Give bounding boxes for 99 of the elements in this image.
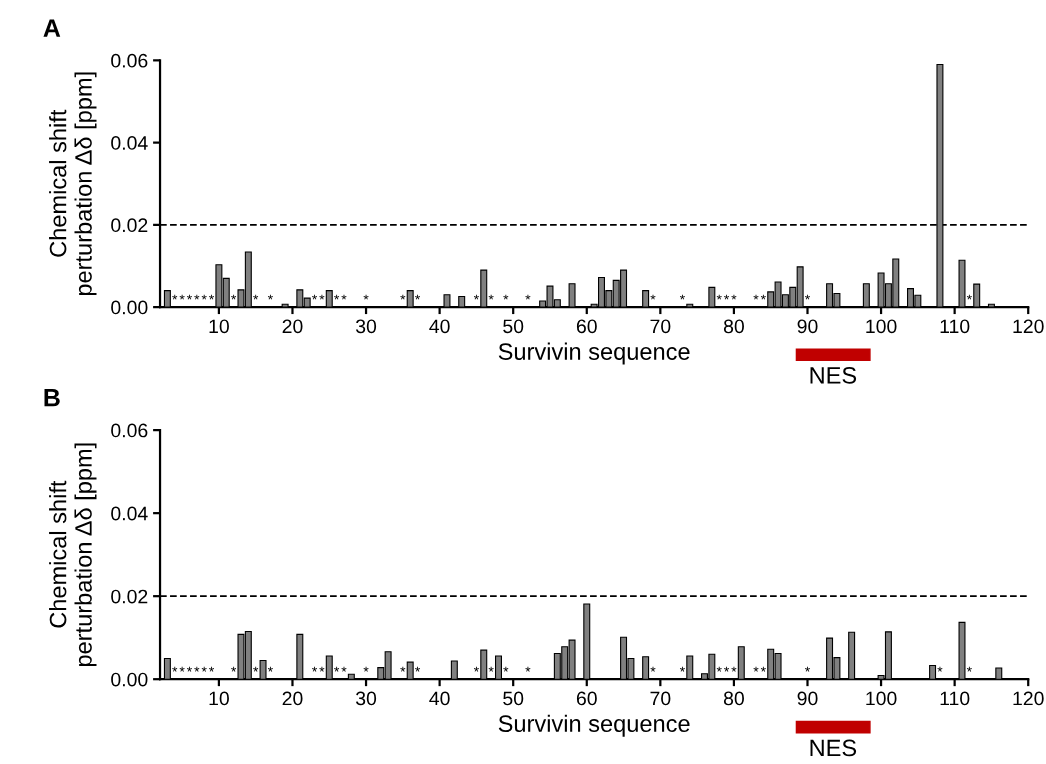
text: * [179,666,185,672]
text: * [679,294,685,300]
text: * [179,294,185,300]
text: * [473,294,479,300]
x-tick-label: 80 [723,319,744,334]
y-tick-label: 0.00 [111,672,148,687]
text: * [650,294,656,300]
text: * [231,294,237,300]
x-tick-label: 90 [797,691,818,706]
y-axis-title: Chemical shift perturbation Δδ [ppm] [49,443,97,667]
x-tick-label: 110 [940,691,970,706]
text: * [231,666,237,672]
x-tick-label: 30 [355,691,377,706]
chart-title: A [43,19,61,37]
text: * [341,294,347,300]
text: * [716,294,722,300]
text: * [363,666,369,672]
text: NES [810,366,857,384]
text: * [525,666,531,672]
x-tick-label: 80 [723,691,744,706]
x-axis-title: Survivin sequence [498,714,690,737]
text: * [415,294,421,300]
text: * [724,666,730,672]
text: * [679,666,685,672]
text: * [753,294,759,300]
x-tick-label: 120 [1013,319,1044,334]
text: * [400,294,406,300]
text: * [760,294,766,300]
text: * [201,666,207,672]
text: * [716,666,722,672]
text: * [312,666,318,672]
x-tick-label: 100 [866,691,897,706]
x-tick-label: 10 [209,691,229,706]
text: * [966,666,972,672]
text: * [267,666,273,672]
text: * [503,666,509,672]
text: * [731,294,737,300]
text: * [753,666,759,672]
x-tick-label: 40 [429,319,450,334]
text: * [334,294,340,300]
y-axis-title: Chemical shift perturbation Δδ [ppm] [49,72,97,296]
text: * [488,666,494,672]
text: * [724,294,730,300]
text: * [209,666,215,672]
x-tick-label: 10 [209,319,229,334]
text: * [194,666,200,672]
text: * [805,294,810,300]
text: * [172,294,178,300]
text: * [503,294,509,300]
text: * [363,294,369,300]
x-tick-label: 50 [503,319,524,334]
text: * [186,666,192,672]
chart-title: B [44,389,60,407]
x-tick-label: 20 [282,319,303,334]
text: * [172,666,178,672]
x-tick-label: 60 [576,319,597,334]
text: * [253,666,259,672]
text: * [731,666,737,672]
text: * [473,666,479,672]
text: * [805,666,810,672]
text: * [201,294,207,300]
text: * [319,294,325,300]
text: * [194,294,200,300]
text: NES [810,739,857,757]
text: * [966,294,972,300]
text: * [319,666,325,672]
text: * [267,294,273,300]
text: * [209,294,215,300]
x-tick-label: 70 [650,319,671,334]
x-tick-label: 30 [355,319,377,334]
y-tick-label: 0.04 [111,136,148,150]
x-tick-label: 110 [940,319,970,334]
x-tick-label: 60 [576,691,597,706]
x-tick-label: 50 [503,691,524,706]
text: * [937,666,943,672]
text: * [415,666,421,672]
x-tick-label: 70 [650,691,671,706]
y-tick-label: 0.04 [111,506,148,521]
x-tick-label: 100 [866,319,897,334]
y-tick-label: 0.02 [111,218,148,233]
text: * [488,294,494,300]
text: * [334,666,340,672]
y-tick-label: 0.06 [111,53,148,68]
y-tick-label: 0.00 [111,300,148,315]
text: * [760,666,766,672]
x-tick-label: 20 [282,691,303,706]
x-tick-label: 120 [1013,691,1044,706]
y-tick-label: 0.06 [111,423,148,438]
text: * [253,294,259,300]
x-tick-label: 90 [797,319,818,334]
text: * [525,294,531,300]
text: * [400,666,406,672]
x-tick-label: 40 [429,691,450,706]
y-tick-label: 0.02 [111,589,148,604]
text: * [341,666,347,672]
x-axis-title: Survivin sequence [498,342,690,365]
text: * [312,294,318,300]
text: * [186,294,192,300]
text: * [650,666,656,672]
